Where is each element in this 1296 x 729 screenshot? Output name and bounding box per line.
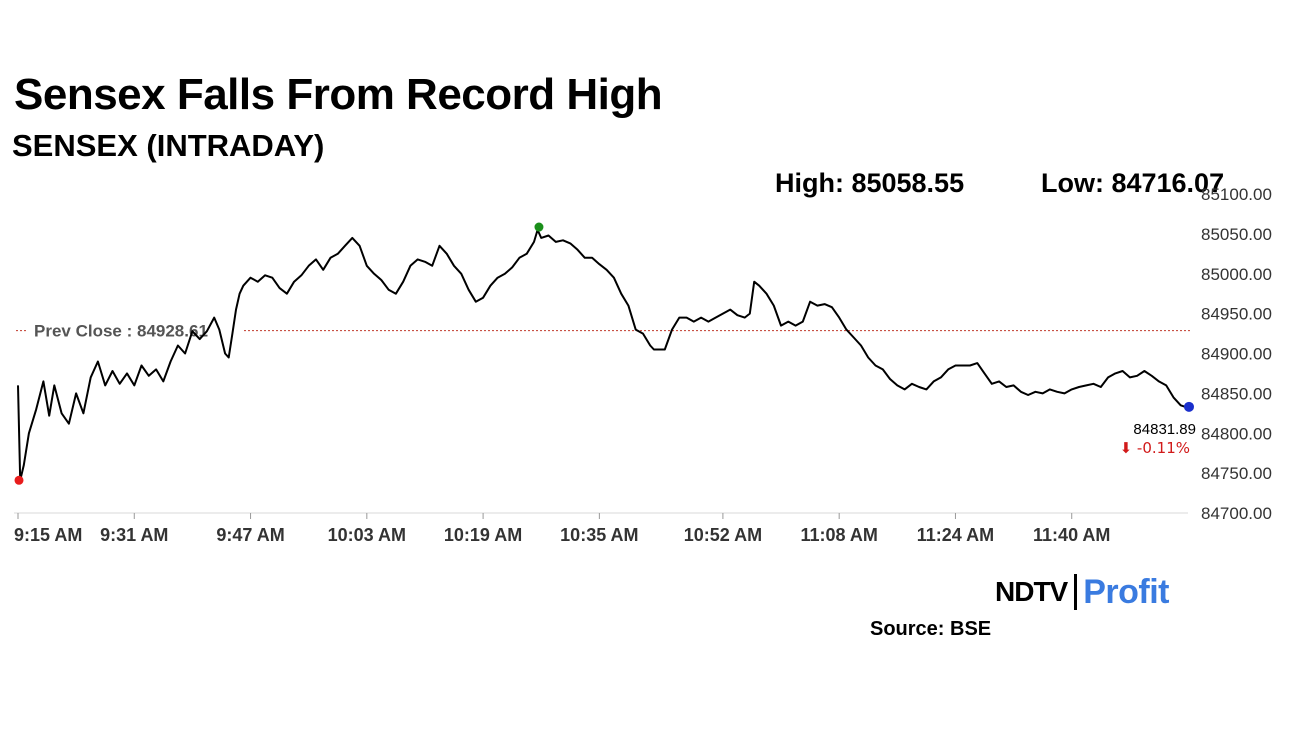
marker-group (14, 222, 1194, 485)
y-axis-ticks: 84700.00 84750.00 84800.00 84850.00 84900.00… (1201, 185, 1272, 523)
series-line (17, 228, 1189, 482)
y-tick-label: 84800.00 (1201, 424, 1272, 443)
y-tick-label: 84900.00 (1201, 345, 1272, 364)
y-tick-label: 84950.00 (1201, 305, 1272, 324)
y-tick-label: 84750.00 (1201, 464, 1272, 483)
chart-subtitle: SENSEX (INTRADAY) (12, 128, 325, 163)
x-tick-label: 9:31 AM (100, 525, 168, 545)
source-label: Source: BSE (870, 618, 992, 640)
x-tick-label: 9:15 AM (14, 525, 82, 545)
x-axis-ticks: 9:15 AM 9:31 AM 9:47 AM 10:03 AM 10:19 AM 10:… (14, 512, 1188, 545)
x-tick-label: 10:19 AM (444, 525, 522, 545)
x-tick-label: 9:47 AM (216, 525, 284, 545)
ndtv-profit-logo: NDTV Profit (995, 572, 1170, 612)
y-tick-label: 85000.00 (1201, 265, 1272, 284)
high-value-label: High: 85058.55 (775, 168, 965, 198)
y-tick-label: 85100.00 (1201, 185, 1272, 204)
y-tick-label: 84850.00 (1201, 384, 1272, 403)
prev-close-group: Prev Close : 84928.61 (16, 318, 1190, 343)
last-value-label: 84831.89 (1133, 421, 1196, 438)
last-marker (1184, 401, 1194, 412)
logo-profit-text: Profit (1083, 572, 1170, 611)
logo-divider (1074, 574, 1078, 610)
low-marker (14, 475, 24, 485)
prev-close-label: Prev Close : 84928.61 (34, 322, 208, 341)
y-tick-label: 84700.00 (1201, 504, 1272, 523)
logo-ndtv-text: NDTV (995, 576, 1068, 607)
x-tick-label: 11:24 AM (917, 525, 994, 545)
x-tick-label: 11:40 AM (1033, 525, 1110, 545)
low-value-label: Low: 84716.07 (1041, 168, 1225, 198)
x-tick-label: 10:35 AM (560, 525, 638, 545)
x-tick-label: 10:52 AM (684, 525, 762, 545)
chart-title: Sensex Falls From Record High (14, 70, 663, 119)
y-tick-label: 85050.00 (1201, 225, 1272, 244)
last-change-label: ⬇ -0.11% (1120, 439, 1190, 457)
last-value-labels: 84831.89⬇ -0.11% (1120, 421, 1196, 457)
x-tick-label: 10:03 AM (328, 525, 406, 545)
high-marker (534, 222, 544, 232)
x-tick-label: 11:08 AM (800, 525, 877, 545)
